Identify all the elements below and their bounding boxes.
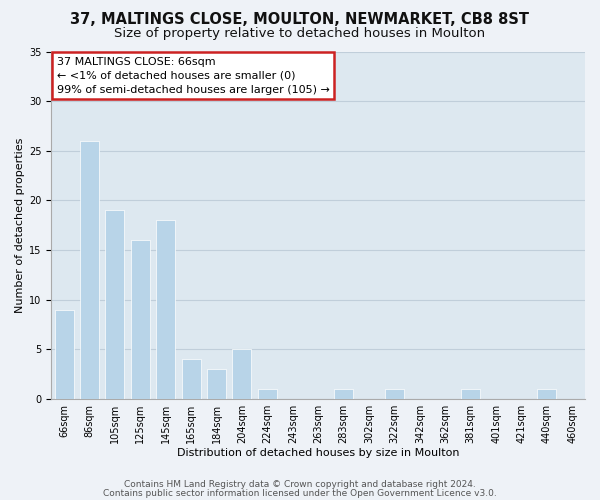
Bar: [334, 389, 353, 399]
Bar: [131, 240, 150, 399]
Bar: [207, 370, 226, 399]
Text: Contains public sector information licensed under the Open Government Licence v3: Contains public sector information licen…: [103, 489, 497, 498]
Bar: [182, 360, 200, 399]
X-axis label: Distribution of detached houses by size in Moulton: Distribution of detached houses by size …: [177, 448, 460, 458]
Bar: [106, 210, 124, 399]
Bar: [55, 310, 74, 399]
Bar: [258, 389, 277, 399]
Bar: [232, 350, 251, 399]
Bar: [538, 389, 556, 399]
Text: 37, MALTINGS CLOSE, MOULTON, NEWMARKET, CB8 8ST: 37, MALTINGS CLOSE, MOULTON, NEWMARKET, …: [71, 12, 530, 28]
Text: Contains HM Land Registry data © Crown copyright and database right 2024.: Contains HM Land Registry data © Crown c…: [124, 480, 476, 489]
Text: Size of property relative to detached houses in Moulton: Size of property relative to detached ho…: [115, 28, 485, 40]
Bar: [385, 389, 404, 399]
Text: 37 MALTINGS CLOSE: 66sqm
← <1% of detached houses are smaller (0)
99% of semi-de: 37 MALTINGS CLOSE: 66sqm ← <1% of detach…: [57, 56, 329, 94]
Bar: [156, 220, 175, 399]
Y-axis label: Number of detached properties: Number of detached properties: [15, 138, 25, 313]
Bar: [461, 389, 480, 399]
Bar: [80, 141, 99, 399]
